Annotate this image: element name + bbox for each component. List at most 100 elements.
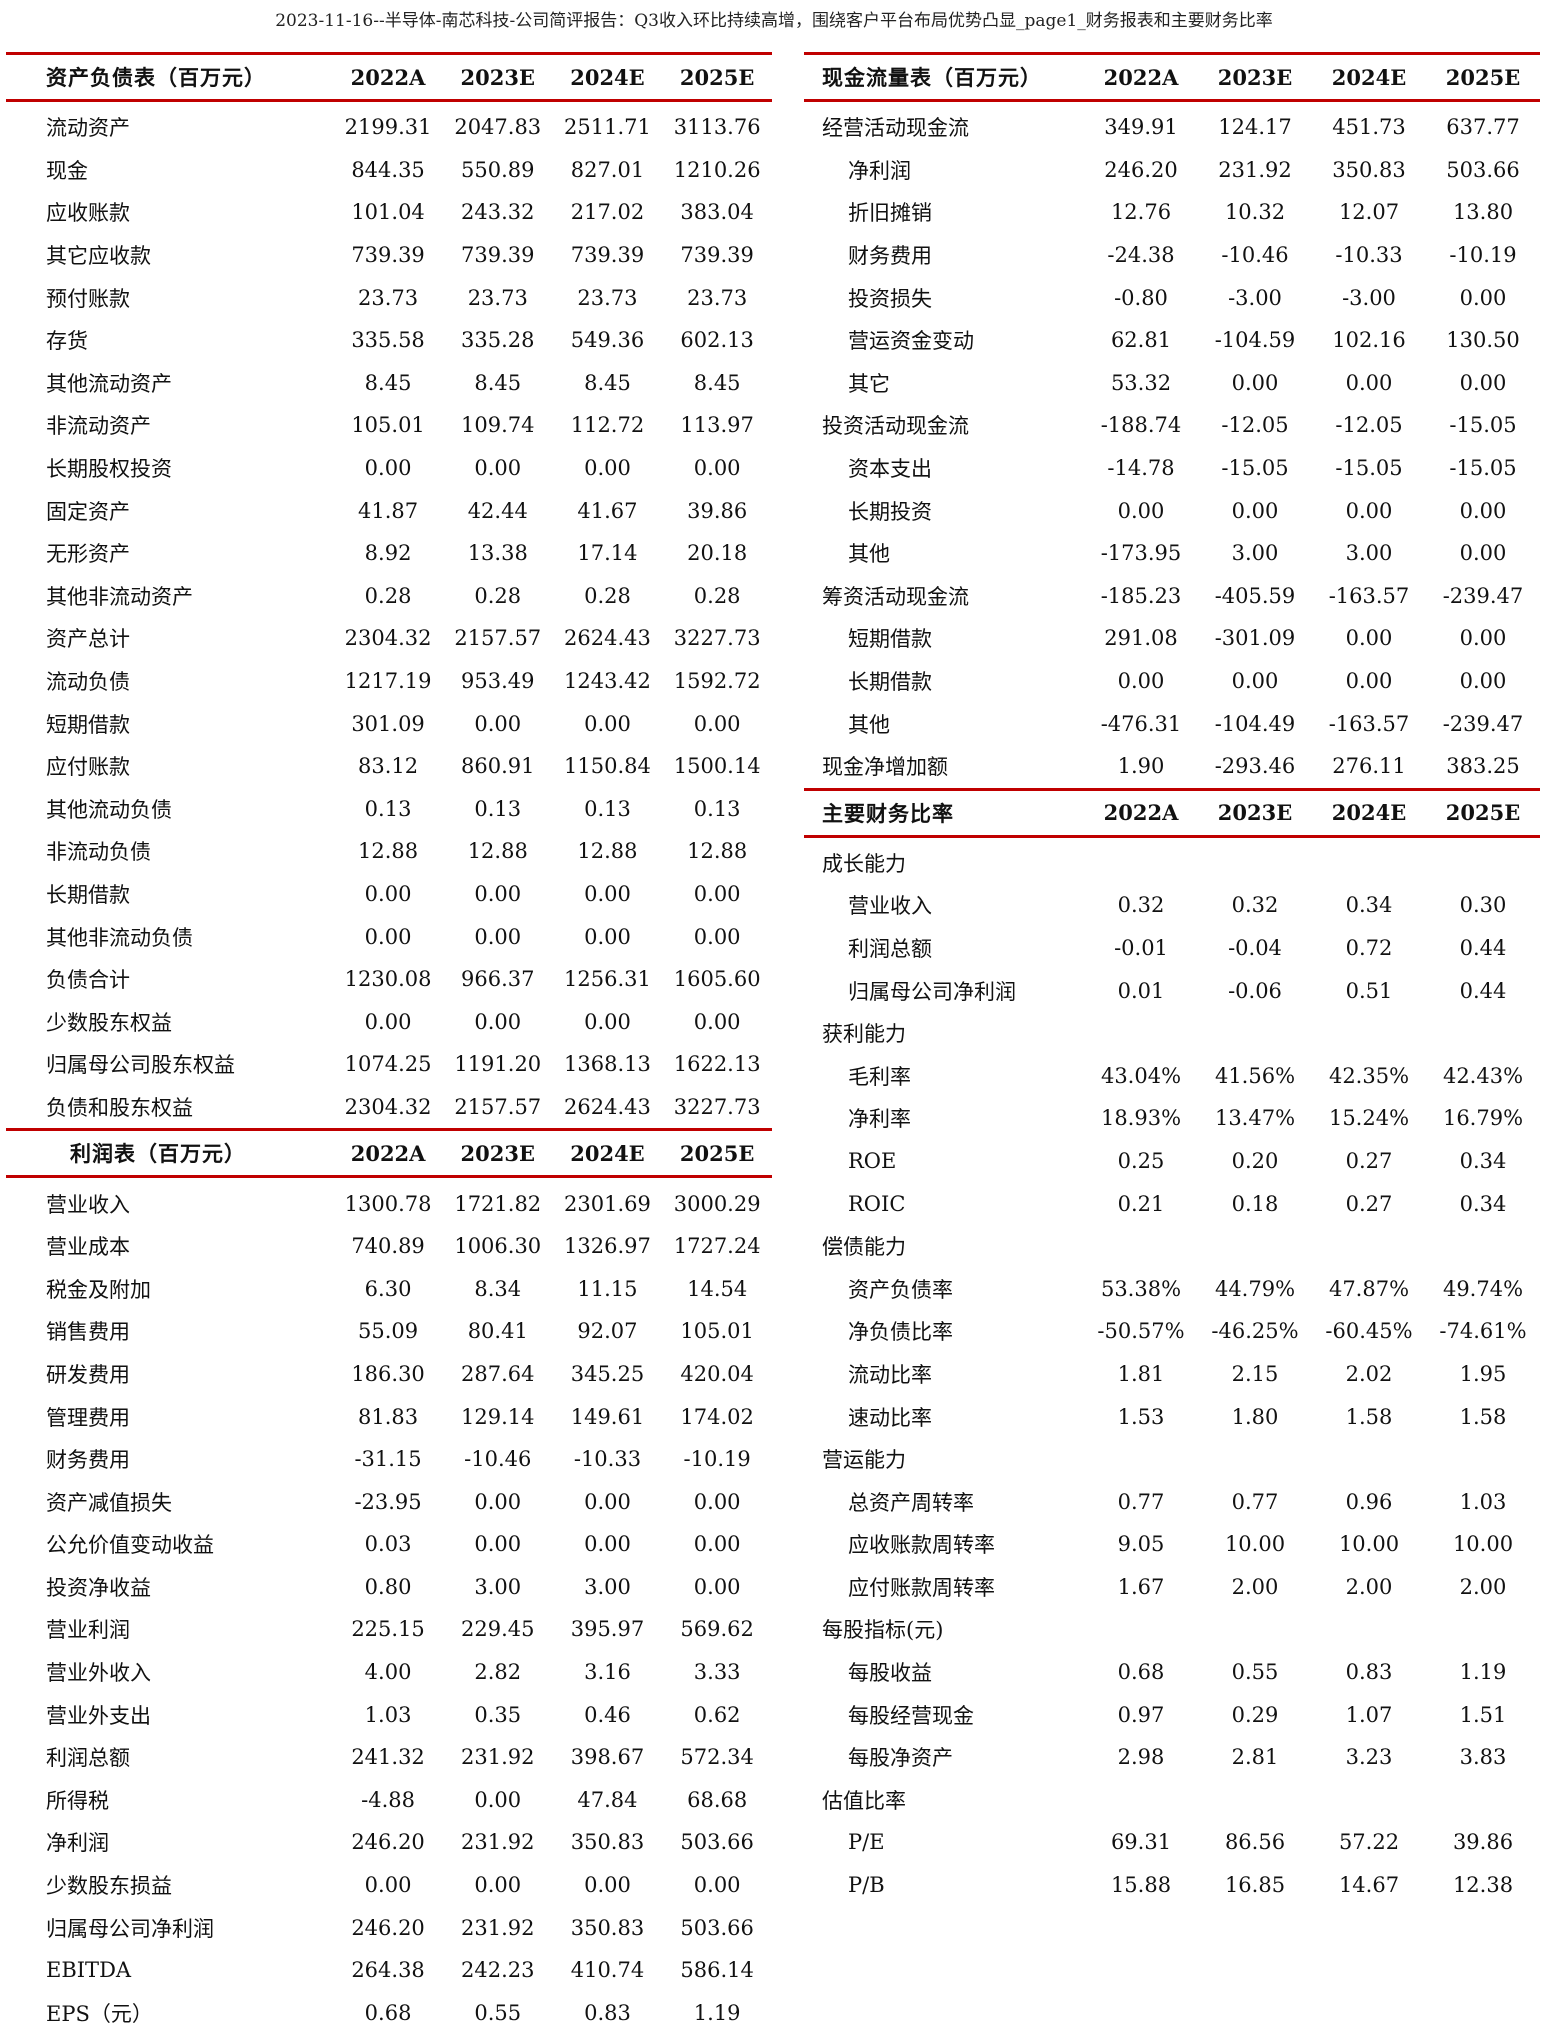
cell-value: -46.25% [1211, 1319, 1299, 1344]
cell-value: 41.56% [1214, 1063, 1296, 1088]
table-title: 利润表（百万元） [70, 1141, 246, 1167]
row-label: 营业收入 [46, 1192, 130, 1217]
table-row: 长期股权投资 0.00 0.00 0.00 0.00 [6, 447, 772, 490]
cell-value: -173.95 [1100, 541, 1182, 566]
cell-value: 68.68 [687, 1787, 748, 1812]
cell-value: 1500.14 [673, 754, 761, 779]
table-row: ROE 0.25 0.20 0.27 0.34 [804, 1140, 1540, 1183]
cell-value: 586.14 [680, 1958, 754, 1983]
cell-value: 0.00 [474, 711, 522, 736]
row-label: 营运资金变动 [848, 329, 974, 354]
cell-value: 101.04 [351, 200, 425, 225]
cell-value: 1.19 [1459, 1660, 1507, 1685]
cell-value: 953.49 [461, 669, 535, 694]
cell-value: 572.34 [680, 1745, 754, 1770]
cell-value: 335.28 [461, 328, 535, 353]
cell-value: 0.28 [693, 583, 741, 608]
cell-value: 0.28 [364, 583, 412, 608]
cell-value: 6.30 [364, 1276, 412, 1301]
cell-value: 2.02 [1345, 1361, 1393, 1386]
year-header-2024E: 2024E [570, 1140, 645, 1166]
cell-value: 0.00 [584, 456, 631, 481]
cell-value: 0.00 [364, 1009, 412, 1034]
table-header-row: 主要财务比率 2022A 2023E 2024E 2025E [804, 791, 1540, 835]
cell-value: -14.78 [1107, 456, 1175, 481]
table-row: 速动比率 1.53 1.80 1.58 1.58 [804, 1395, 1540, 1438]
cell-value: 1.90 [1117, 754, 1165, 779]
table-row: 流动负债 1217.19 953.49 1243.42 1592.72 [6, 660, 772, 703]
row-label: 负债和股东权益 [46, 1095, 193, 1120]
cell-value: -476.31 [1100, 711, 1182, 736]
cell-value: 1230.08 [344, 967, 432, 992]
cell-value: 0.00 [1231, 669, 1279, 694]
row-label: 现金 [46, 158, 88, 183]
cell-value: 231.92 [461, 1745, 535, 1770]
cell-value: 12.76 [1110, 200, 1172, 225]
red-divider-top [804, 52, 1540, 55]
cell-value: 0.00 [693, 1489, 741, 1514]
row-label: 长期投资 [848, 499, 932, 524]
cell-value: 2624.43 [564, 626, 651, 651]
row-label: 其它 [848, 371, 890, 396]
year-header-2022A: 2022A [1103, 800, 1179, 825]
row-label: 流动资产 [46, 116, 130, 141]
cell-value: -0.80 [1114, 285, 1168, 310]
table-row: 其他 -173.95 3.00 3.00 0.00 [804, 532, 1540, 575]
table-row: 非流动资产 105.01 109.74 112.72 113.97 [6, 404, 772, 447]
row-label: 净负债比率 [848, 1320, 953, 1345]
table-row: 营业收入 1300.78 1721.82 2301.69 3000.29 [6, 1182, 772, 1225]
table-row: 短期借款 301.09 0.00 0.00 0.00 [6, 702, 772, 745]
red-divider-top [6, 52, 772, 55]
cell-value: 12.07 [1338, 200, 1400, 225]
cell-value: 383.25 [1446, 754, 1520, 779]
cell-value: 383.04 [680, 200, 754, 225]
table-header-row: 利润表（百万元） 2022A 2023E 2024E 2025E [6, 1131, 772, 1175]
table-row: 营业利润 225.15 229.45 395.97 569.62 [6, 1608, 772, 1651]
cell-value: 42.35% [1328, 1063, 1410, 1088]
row-label: 营业利润 [46, 1618, 130, 1643]
cell-value: 0.44 [1459, 935, 1507, 960]
cell-value: 20.18 [687, 541, 748, 566]
cell-value: -60.45% [1325, 1319, 1413, 1344]
table-row: 应收账款周转率 9.05 10.00 10.00 10.00 [804, 1523, 1540, 1566]
cell-value: 0.27 [1345, 1148, 1393, 1173]
cell-value: 0.83 [1345, 1660, 1393, 1685]
cell-value: 3.16 [584, 1660, 631, 1685]
cell-value: -50.57% [1097, 1319, 1185, 1344]
cell-value: 3.00 [1231, 541, 1279, 566]
cell-value: 0.00 [364, 881, 412, 906]
row-label: 投资净收益 [46, 1575, 151, 1600]
year-header-2024E: 2024E [570, 64, 645, 90]
cell-value: 2.98 [1117, 1745, 1165, 1770]
cell-value: 2157.57 [454, 1094, 542, 1119]
table-row: 估值比率 [804, 1779, 1540, 1822]
row-label: 估值比率 [822, 1788, 906, 1813]
table-row: 获利能力 [804, 1012, 1540, 1055]
document-title: 2023-11-16--半导体-南芯科技-公司简评报告：Q3收入环比持续高增，围… [275, 11, 1273, 31]
year-header-2022A: 2022A [350, 64, 426, 90]
cell-value: 12.88 [357, 839, 419, 864]
cell-value: 451.73 [1332, 115, 1406, 140]
cell-value: 0.00 [1345, 626, 1393, 651]
cell-value: 0.21 [1117, 1191, 1165, 1216]
cell-value: 13.47% [1214, 1106, 1296, 1131]
year-header-2023E: 2023E [460, 1140, 536, 1166]
cell-value: 1326.97 [564, 1234, 651, 1259]
year-header-2025E: 2025E [1445, 800, 1521, 825]
cell-value: 1256.31 [564, 967, 651, 992]
row-label: 销售费用 [46, 1320, 130, 1345]
cell-value: -239.47 [1442, 711, 1524, 736]
cell-value: 0.00 [693, 711, 741, 736]
cell-value: 16.79% [1442, 1106, 1524, 1131]
cell-value: 0.00 [474, 1489, 522, 1514]
table-row: 应付账款周转率 1.67 2.00 2.00 2.00 [804, 1566, 1540, 1609]
cell-value: -15.05 [1221, 456, 1289, 481]
cell-value: 130.50 [1446, 328, 1520, 353]
cell-value: -185.23 [1100, 583, 1182, 608]
row-label: 每股指标(元) [822, 1618, 944, 1643]
cell-value: 42.44 [467, 498, 528, 523]
cell-value: 0.97 [1117, 1702, 1165, 1727]
cell-value: 1.07 [1345, 1702, 1393, 1727]
row-label: 利润总额 [46, 1746, 130, 1771]
row-label: 投资损失 [848, 286, 932, 311]
